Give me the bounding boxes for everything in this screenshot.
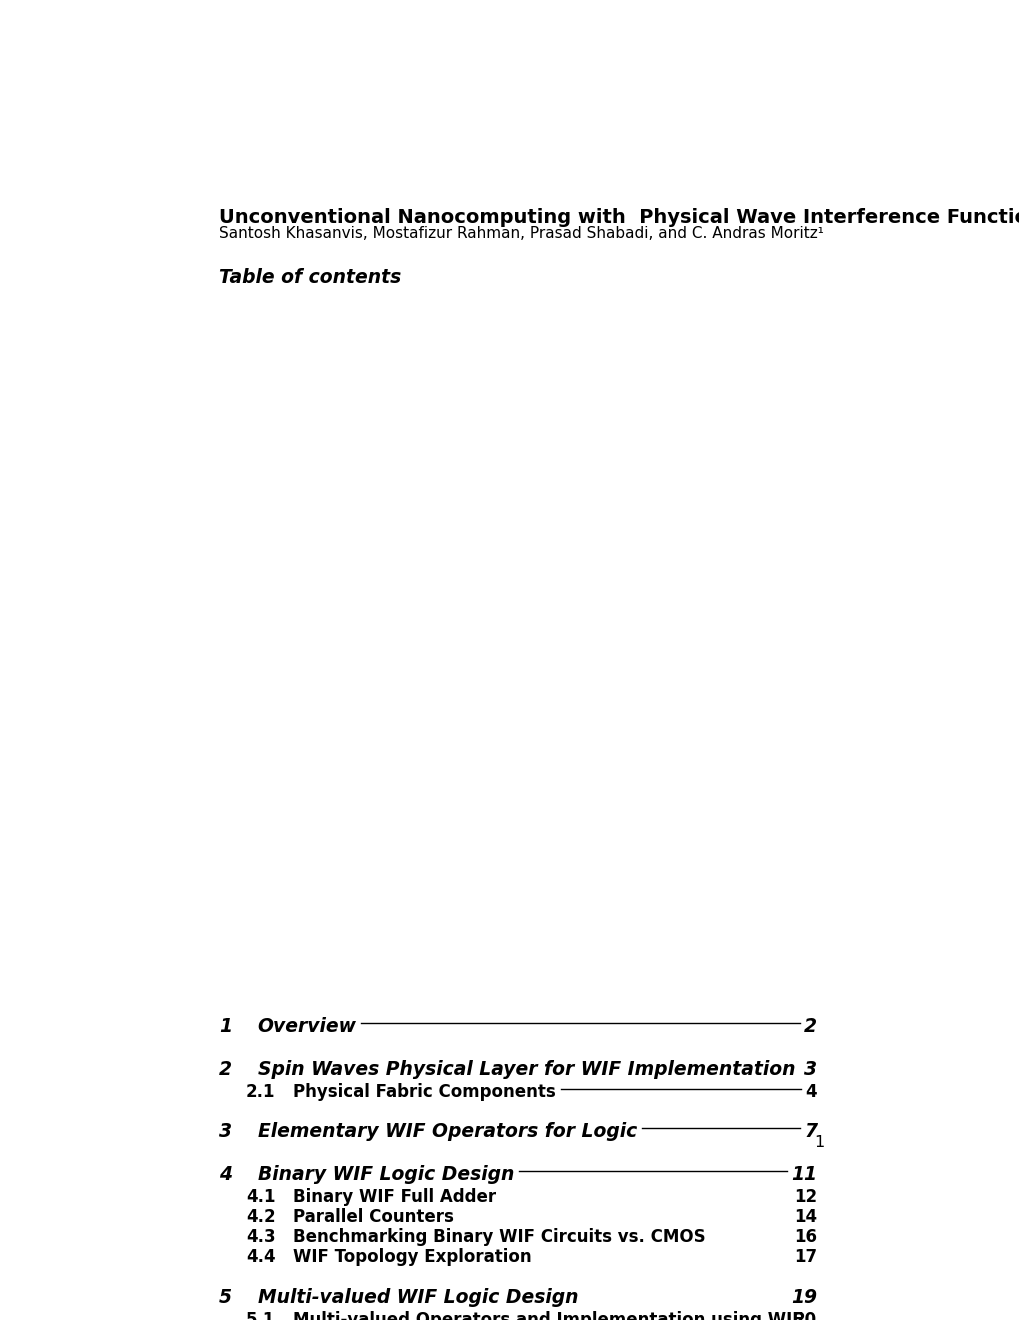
Text: Binary WIF Logic Design: Binary WIF Logic Design bbox=[258, 1164, 514, 1184]
Text: Physical Fabric Components: Physical Fabric Components bbox=[293, 1084, 555, 1101]
Text: 4.4: 4.4 bbox=[246, 1247, 275, 1266]
Text: 14: 14 bbox=[794, 1208, 816, 1226]
Text: 19: 19 bbox=[791, 1288, 816, 1307]
Text: Santosh Khasanvis, Mostafizur Rahman, Prasad Shabadi, and C. Andras Moritz¹: Santosh Khasanvis, Mostafizur Rahman, Pr… bbox=[219, 226, 823, 242]
Text: Multi-valued WIF Logic Design: Multi-valued WIF Logic Design bbox=[258, 1288, 578, 1307]
Text: 4.3: 4.3 bbox=[246, 1228, 275, 1246]
Text: Spin Waves Physical Layer for WIF Implementation: Spin Waves Physical Layer for WIF Implem… bbox=[258, 1060, 795, 1078]
Text: 3: 3 bbox=[219, 1122, 231, 1140]
Text: Multi-valued Operators and Implementation using WIF: Multi-valued Operators and Implementatio… bbox=[293, 1311, 803, 1320]
Text: 1: 1 bbox=[814, 1135, 824, 1150]
Text: 12: 12 bbox=[794, 1188, 816, 1206]
Text: Table of contents: Table of contents bbox=[219, 268, 400, 286]
Text: 3: 3 bbox=[803, 1060, 816, 1078]
Text: 2.1: 2.1 bbox=[246, 1084, 275, 1101]
Text: 16: 16 bbox=[794, 1228, 816, 1246]
Text: 7: 7 bbox=[803, 1122, 816, 1140]
Text: 2: 2 bbox=[219, 1060, 231, 1078]
Text: 4.1: 4.1 bbox=[246, 1188, 275, 1206]
Text: 4.2: 4.2 bbox=[246, 1208, 275, 1226]
Text: 20: 20 bbox=[794, 1311, 816, 1320]
Text: Benchmarking Binary WIF Circuits vs. CMOS: Benchmarking Binary WIF Circuits vs. CMO… bbox=[293, 1228, 705, 1246]
Text: 1: 1 bbox=[219, 1016, 231, 1036]
Text: Unconventional Nanocomputing with  Physical Wave Interference Functions: Unconventional Nanocomputing with Physic… bbox=[219, 209, 1019, 227]
Text: Elementary WIF Operators for Logic: Elementary WIF Operators for Logic bbox=[258, 1122, 636, 1140]
Text: 4: 4 bbox=[219, 1164, 231, 1184]
Text: 2: 2 bbox=[803, 1016, 816, 1036]
Text: 4: 4 bbox=[805, 1084, 816, 1101]
Text: 5: 5 bbox=[219, 1288, 231, 1307]
Text: Overview: Overview bbox=[258, 1016, 357, 1036]
Text: Binary WIF Full Adder: Binary WIF Full Adder bbox=[293, 1188, 496, 1206]
Text: Parallel Counters: Parallel Counters bbox=[293, 1208, 453, 1226]
Text: 11: 11 bbox=[791, 1164, 816, 1184]
Text: 5.1: 5.1 bbox=[246, 1311, 275, 1320]
Text: WIF Topology Exploration: WIF Topology Exploration bbox=[293, 1247, 532, 1266]
Text: 17: 17 bbox=[794, 1247, 816, 1266]
